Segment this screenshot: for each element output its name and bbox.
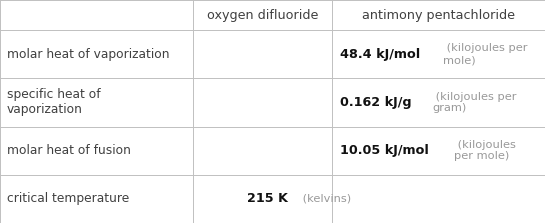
Text: (kilojoules per
gram): (kilojoules per gram) <box>432 92 517 113</box>
Text: (kilojoules
per mole): (kilojoules per mole) <box>454 140 516 161</box>
Text: (kelvins): (kelvins) <box>299 194 352 204</box>
Text: antimony pentachloride: antimony pentachloride <box>362 8 515 22</box>
Text: specific heat of
vaporization: specific heat of vaporization <box>7 89 101 116</box>
Text: oxygen difluoride: oxygen difluoride <box>207 8 319 22</box>
Text: 10.05 kJ/mol: 10.05 kJ/mol <box>340 144 428 157</box>
Text: (kilojoules per
mole): (kilojoules per mole) <box>443 43 528 65</box>
Text: 215 K: 215 K <box>247 192 288 205</box>
Text: 48.4 kJ/mol: 48.4 kJ/mol <box>340 48 420 61</box>
Text: critical temperature: critical temperature <box>7 192 129 205</box>
Text: molar heat of fusion: molar heat of fusion <box>7 144 131 157</box>
Text: molar heat of vaporization: molar heat of vaporization <box>7 48 169 61</box>
Text: 0.162 kJ/g: 0.162 kJ/g <box>340 96 411 109</box>
